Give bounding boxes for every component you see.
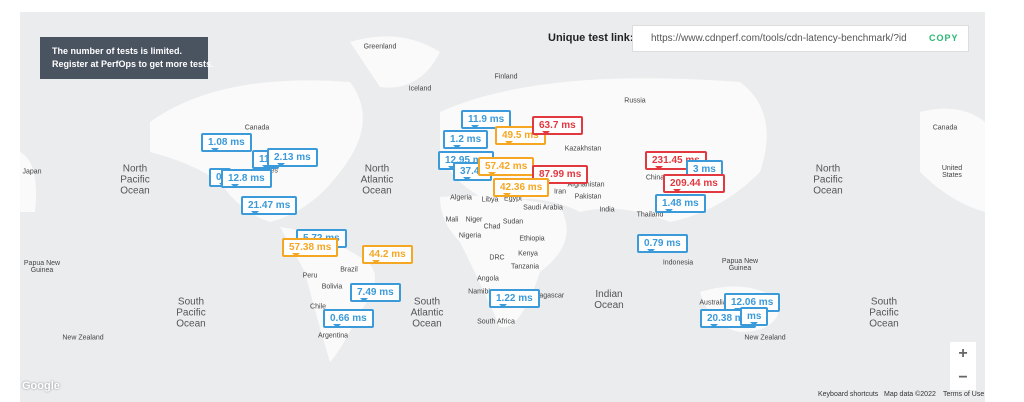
- latency-marker[interactable]: 63.7 ms: [532, 116, 583, 135]
- zoom-button[interactable]: −: [950, 366, 976, 390]
- ocean-label: South Atlantic Ocean: [410, 296, 444, 330]
- place-label: Ethiopia: [519, 235, 545, 243]
- place-label: Libya: [481, 196, 499, 204]
- ocean-label: South Pacific Ocean: [176, 296, 206, 330]
- latency-marker[interactable]: 1.22 ms: [489, 289, 540, 308]
- google-logo: Google: [22, 380, 60, 392]
- attribution-link[interactable]: Terms of Use: [943, 391, 985, 398]
- place-label: Chad: [483, 223, 501, 231]
- place-label: Madagascar: [525, 292, 565, 300]
- notice-line: The number of tests is limited.: [52, 46, 183, 56]
- place-label: Tanzania: [510, 263, 540, 271]
- place-label: Angola: [477, 275, 499, 283]
- latency-marker[interactable]: ms: [740, 307, 769, 326]
- map[interactable]: North Pacific Ocean North Atlantic Ocean N…: [20, 12, 985, 402]
- latency-marker[interactable]: 1.48 ms: [655, 194, 706, 213]
- place-label: Chile: [310, 303, 326, 311]
- latency-marker[interactable]: 57.42 ms: [478, 157, 535, 176]
- place-label: Kazakhstan: [564, 145, 602, 153]
- place-label: DRC: [489, 254, 505, 262]
- place-label: Bolivia: [321, 283, 343, 291]
- latency-marker[interactable]: 21.47 ms: [241, 196, 298, 215]
- place-label: Brazil: [340, 266, 358, 274]
- link-box: https://www.cdnperf.com/tools/cdn-latenc…: [632, 25, 969, 52]
- copy-button[interactable]: COPY: [929, 33, 959, 43]
- place-label: Egypt: [504, 195, 522, 203]
- latency-marker[interactable]: 2.13 ms: [267, 148, 318, 167]
- limit-notice: The number of tests is limited. Register…: [40, 37, 214, 79]
- place-label: Iran: [553, 188, 567, 196]
- latency-marker[interactable]: 0.79 ms: [637, 234, 688, 253]
- ocean-label: Indian Ocean: [594, 289, 624, 311]
- place-label: Canada: [932, 124, 958, 132]
- ocean-label: North Pacific Ocean: [120, 163, 150, 197]
- link-url[interactable]: https://www.cdnperf.com/tools/cdn-latenc…: [651, 33, 907, 44]
- ocean-label: North Pacific Ocean: [813, 163, 843, 197]
- place-label: Australia: [699, 299, 727, 307]
- latency-marker[interactable]: 7.49 ms: [350, 283, 401, 302]
- place-label: Papua New Guinea: [23, 260, 61, 274]
- place-label: Namibia: [468, 288, 494, 296]
- latency-marker[interactable]: 1.2 ms: [443, 130, 489, 149]
- place-label: Saudi Arabia: [523, 204, 563, 212]
- place-label: Indonesia: [662, 259, 694, 267]
- ocean-label: South Pacific Ocean: [869, 296, 899, 330]
- place-label: Afghanistan: [567, 181, 605, 189]
- place-label: Greenland: [363, 43, 397, 51]
- place-label: Mali: [445, 216, 459, 224]
- place-label: Kenya: [518, 250, 538, 258]
- place-label: India: [599, 206, 615, 214]
- latency-marker[interactable]: 0.66 ms: [323, 309, 374, 328]
- place-label: Niger: [465, 216, 483, 224]
- zoom-button[interactable]: +: [950, 342, 976, 366]
- link-label: Unique test link:: [548, 32, 634, 44]
- attribution-link[interactable]: Keyboard shortcuts: [818, 391, 879, 398]
- notice-line: Register at PerfOps to get more tests.: [52, 59, 214, 69]
- place-label: Algeria: [450, 194, 472, 202]
- ocean-label: North Atlantic Ocean: [360, 163, 394, 197]
- place-label: New Zealand: [62, 334, 104, 342]
- attribution-link[interactable]: Map data ©2022: [884, 391, 936, 398]
- place-label: China: [645, 174, 665, 182]
- place-label: Papua New Guinea: [721, 258, 759, 272]
- latency-marker[interactable]: 42.36 ms: [493, 178, 550, 197]
- place-label: Canada: [244, 124, 270, 132]
- latency-marker[interactable]: 44.2 ms: [362, 245, 413, 264]
- place-label: Nigeria: [458, 232, 482, 240]
- place-label: Iceland: [408, 85, 432, 93]
- place-label: Thailand: [636, 211, 664, 219]
- place-label: Sudan: [502, 218, 524, 226]
- place-label: Pakistan: [574, 193, 602, 201]
- latency-marker[interactable]: 57.38 ms: [282, 238, 339, 257]
- place-label: New Zealand: [744, 334, 786, 342]
- place-label: Argentina: [318, 332, 348, 340]
- place-label: United States: [941, 165, 963, 179]
- latency-marker[interactable]: 209.44 ms: [663, 174, 725, 193]
- place-label: South Africa: [477, 318, 515, 326]
- latency-marker[interactable]: 1.08 ms: [201, 133, 252, 152]
- latency-marker[interactable]: 12.8 ms: [221, 169, 272, 188]
- place-label: Peru: [302, 272, 318, 280]
- place-label: Russia: [624, 97, 646, 105]
- place-label: Japan: [22, 168, 42, 176]
- place-label: Finland: [494, 73, 518, 81]
- latency-marker[interactable]: 11.9 ms: [461, 110, 512, 129]
